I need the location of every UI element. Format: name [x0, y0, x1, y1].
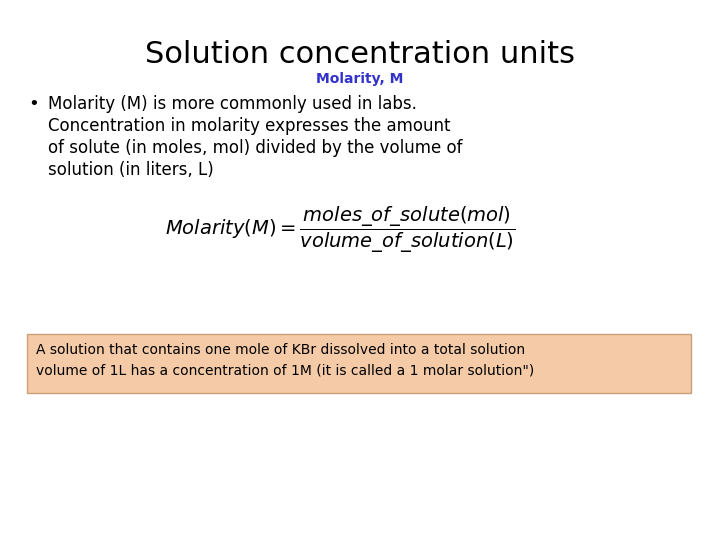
Text: Molarity (M) is more commonly used in labs.: Molarity (M) is more commonly used in la…	[48, 95, 417, 113]
Text: •: •	[28, 95, 39, 113]
Text: Solution concentration units: Solution concentration units	[145, 40, 575, 69]
Text: Molarity, M: Molarity, M	[316, 72, 404, 86]
Text: solution (in liters, L): solution (in liters, L)	[48, 161, 214, 179]
Text: Concentration in molarity expresses the amount: Concentration in molarity expresses the …	[48, 117, 451, 135]
Text: A solution that contains one mole of KBr dissolved into a total solution: A solution that contains one mole of KBr…	[36, 343, 525, 357]
Text: $\mathit{Molarity(M)} = \dfrac{\mathit{moles\_of\_solute(mol)}}{\mathit{volume\_: $\mathit{Molarity(M)} = \dfrac{\mathit{m…	[165, 205, 516, 255]
Text: of solute (in moles, mol) divided by the volume of: of solute (in moles, mol) divided by the…	[48, 139, 462, 157]
FancyBboxPatch shape	[27, 334, 691, 393]
Text: volume of 1L has a concentration of 1M (it is called a 1 molar solution"): volume of 1L has a concentration of 1M (…	[36, 363, 534, 377]
